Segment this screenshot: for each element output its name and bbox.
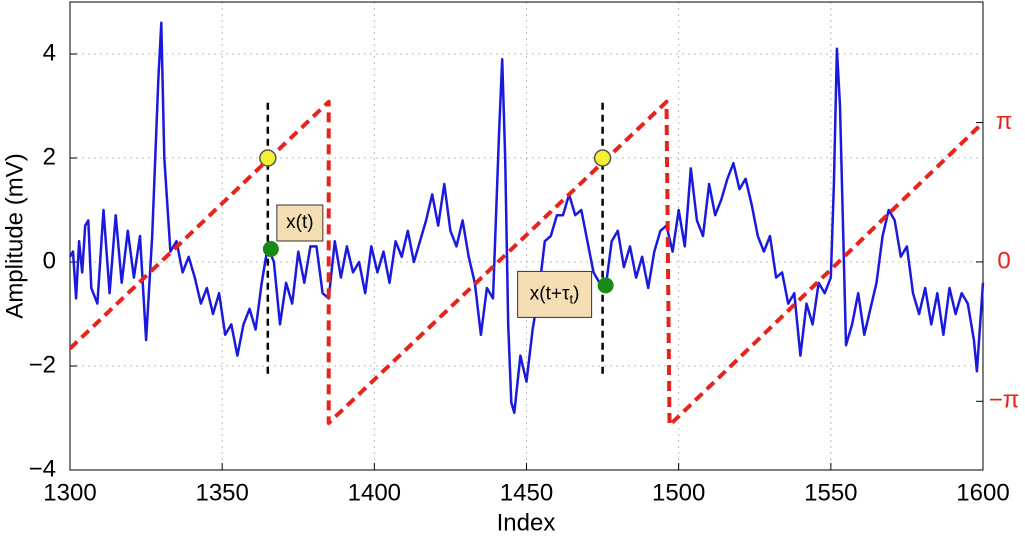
signal-line [68,21,985,415]
y-tick-label: −4 [29,455,56,482]
label-sub: t [570,292,574,307]
marker [262,241,279,257]
x-tick-label: 1600 [956,479,1009,506]
y-tick-label: −2 [29,351,56,378]
label-text: x(t) [286,212,313,233]
y-tick-label: 2 [43,143,56,170]
marker-label: x(t) [286,212,313,233]
x-tick-label: 1450 [500,479,553,506]
phase-line [68,99,985,428]
x-tick-label: 1400 [348,479,401,506]
x-tick-label: 1550 [804,479,857,506]
x-tick-label: 1350 [195,479,248,506]
x-tick-label: 1500 [652,479,705,506]
label-text: x(t+τ [530,283,570,304]
marker [259,149,277,167]
marker [597,277,614,294]
x-tick-label: 1300 [43,479,96,506]
x-axis-label: Index [497,509,556,536]
marker [593,149,612,167]
y2-tick-label: 0 [997,247,1010,274]
y2-tick-label: −π [989,387,1020,414]
label-box [517,270,593,318]
y2-tick-label: π [996,108,1013,135]
label-end: ) [573,283,579,304]
marker-label: x(t+τt) [530,283,580,306]
plot-frame [69,1,984,471]
y-tick-label: 0 [43,247,56,274]
label-box [276,204,324,242]
y-tick-label: 4 [43,39,56,66]
y-axis-label: Amplitude (mV) [1,153,28,318]
